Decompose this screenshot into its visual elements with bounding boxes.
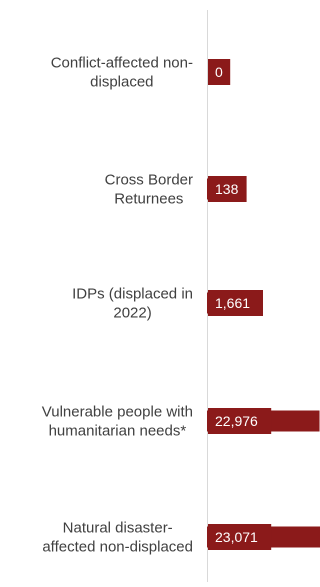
value-label-box — [208, 59, 231, 85]
value-label-box — [208, 290, 263, 316]
value-label-box — [208, 176, 247, 202]
category-tick-label: IDPs (displaced in 2022) — [72, 286, 193, 322]
category-tick-label: Natural disaster-affected non-displaced — [42, 520, 193, 556]
value-label-box — [208, 408, 272, 434]
data-label: 1,661 — [215, 295, 250, 311]
value-label-box — [208, 524, 272, 550]
category-tick-label: Conflict-affected non-displaced — [51, 55, 193, 91]
data-label: 23,071 — [215, 529, 258, 545]
category-tick-label: Vulnerable people with humanitarian needs… — [42, 404, 193, 440]
data-label: 0 — [215, 64, 223, 80]
data-label: 138 — [215, 181, 239, 197]
category-tick-label: Cross Border Returnees — [105, 172, 193, 208]
data-label: 22,976 — [215, 413, 258, 429]
